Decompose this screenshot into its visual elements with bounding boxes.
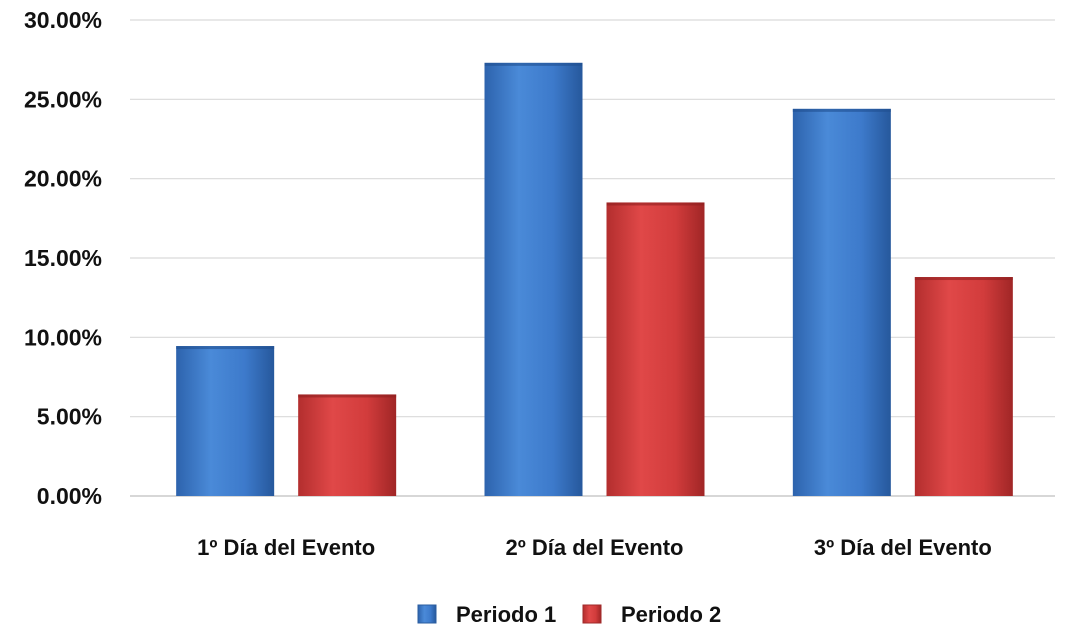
x-tick-label: 1º Día del Evento bbox=[197, 535, 375, 560]
bar-top-edge bbox=[484, 62, 583, 66]
bar-1 bbox=[176, 346, 275, 496]
bar-top-edge bbox=[606, 202, 705, 206]
bar-top-edge bbox=[298, 394, 397, 398]
x-tick-label: 2º Día del Evento bbox=[506, 535, 684, 560]
bar-1 bbox=[792, 108, 891, 496]
y-tick-label: 0.00% bbox=[37, 483, 102, 509]
bar-2 bbox=[606, 202, 705, 496]
legend-swatch-1 bbox=[417, 604, 437, 624]
y-axis-ticks: 0.00% 5.00% 10.00% 15.00% 20.00% 25.00% 30.00% bbox=[24, 7, 102, 509]
y-tick-label: 30.00% bbox=[24, 7, 102, 33]
y-tick-label: 25.00% bbox=[24, 86, 102, 112]
legend-label: Periodo 1 bbox=[456, 602, 556, 627]
legend: Periodo 1 Periodo 2 bbox=[417, 602, 721, 627]
bars bbox=[176, 62, 1013, 497]
legend-label: Periodo 2 bbox=[621, 602, 721, 627]
gridlines bbox=[130, 19, 1055, 497]
y-tick-label: 10.00% bbox=[24, 324, 102, 350]
bar-top-edge bbox=[792, 108, 891, 112]
bar-top-edge bbox=[176, 346, 275, 350]
y-tick-label: 15.00% bbox=[24, 245, 102, 271]
bar-2 bbox=[298, 394, 397, 496]
y-tick-label: 5.00% bbox=[37, 404, 102, 430]
legend-swatch-2 bbox=[582, 604, 602, 624]
bar-top-edge bbox=[914, 277, 1013, 281]
y-tick-label: 20.00% bbox=[24, 166, 102, 192]
x-tick-label: 3º Día del Evento bbox=[814, 535, 992, 560]
bar-1 bbox=[484, 62, 583, 497]
x-axis-labels: 1º Día del Evento 2º Día del Evento 3º Día… bbox=[197, 535, 992, 560]
bar-2 bbox=[914, 277, 1013, 496]
